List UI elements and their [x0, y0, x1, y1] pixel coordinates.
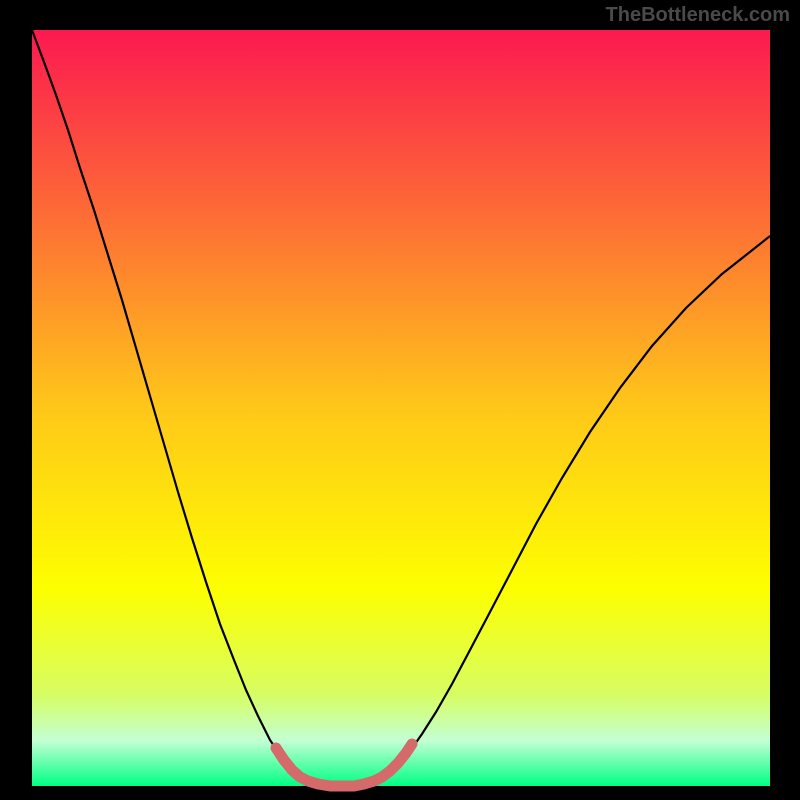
bottleneck-highlight — [276, 744, 412, 786]
watermark-text: TheBottleneck.com — [606, 4, 790, 27]
chart-container: TheBottleneck.com — [0, 0, 800, 800]
bottleneck-curve — [32, 30, 770, 786]
plot-svg — [0, 0, 800, 800]
